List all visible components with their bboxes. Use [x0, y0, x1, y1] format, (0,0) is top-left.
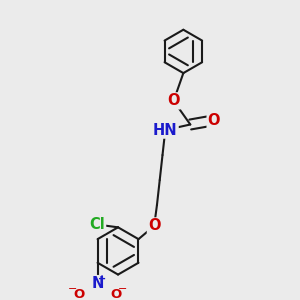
Text: HN: HN: [153, 123, 178, 138]
Text: O: O: [73, 288, 84, 300]
Text: −: −: [68, 284, 77, 294]
Text: +: +: [98, 274, 106, 284]
Text: −: −: [118, 284, 127, 294]
Text: O: O: [167, 93, 180, 108]
Text: Cl: Cl: [89, 217, 105, 232]
Text: O: O: [148, 218, 161, 233]
Text: N: N: [92, 276, 104, 291]
Text: O: O: [208, 113, 220, 128]
Text: O: O: [111, 288, 122, 300]
